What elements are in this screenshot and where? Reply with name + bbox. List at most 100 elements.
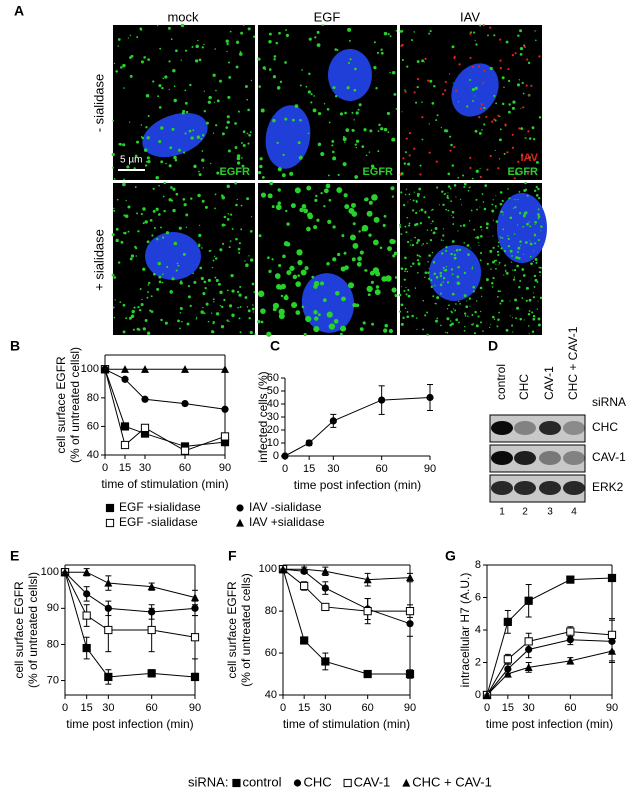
signal-dot <box>139 27 143 30</box>
signal-dot <box>522 106 525 109</box>
signal-dot <box>407 162 411 166</box>
signal-dot <box>213 101 216 103</box>
signal-dot <box>207 278 211 282</box>
signal-dot <box>353 88 357 92</box>
signal-dot <box>132 328 136 331</box>
signal-dot <box>495 195 497 197</box>
signal-dot <box>479 225 483 229</box>
signal-dot <box>200 311 203 314</box>
signal-dot <box>510 261 513 263</box>
signal-dot <box>399 223 401 226</box>
signal-dot <box>198 244 201 248</box>
signal-dot <box>491 209 495 213</box>
signal-dot <box>362 321 366 325</box>
signal-dot <box>331 139 335 143</box>
signal-dot <box>404 307 407 309</box>
signal-dot <box>185 226 188 228</box>
x-axis-label: time of stimulation (min) <box>283 717 410 731</box>
signal-dot <box>253 35 256 38</box>
signal-dot <box>289 171 294 176</box>
signal-dot <box>487 34 489 37</box>
signal-dot <box>525 84 528 87</box>
signal-dot <box>289 265 295 271</box>
signal-dot <box>415 200 418 203</box>
y-tick-label: 0 <box>475 689 481 701</box>
signal-dot <box>327 219 332 224</box>
signal-dot <box>246 197 250 201</box>
signal-dot <box>495 263 497 265</box>
signal-dot <box>452 82 454 84</box>
signal-dot <box>342 162 347 167</box>
marker <box>321 657 330 666</box>
signal-dot <box>463 271 467 275</box>
signal-dot <box>228 320 230 323</box>
signal-dot <box>463 242 466 244</box>
signal-dot <box>246 132 249 135</box>
y-axis-label: cell surface EGFR <box>225 581 239 679</box>
signal-dot <box>497 245 499 247</box>
signal-dot <box>333 319 339 324</box>
signal-dot <box>405 137 408 140</box>
legend-label: CAV-1 <box>354 774 391 789</box>
signal-dot <box>503 86 505 88</box>
signal-dot <box>420 208 424 212</box>
signal-dot <box>436 186 439 189</box>
signal-dot <box>455 248 459 252</box>
signal-dot <box>479 251 483 255</box>
signal-dot <box>226 319 229 322</box>
signal-dot <box>117 45 119 47</box>
signal-dot <box>344 111 347 115</box>
x-tick-label: 60 <box>376 463 388 475</box>
signal-dot <box>388 328 394 334</box>
signal-dot <box>332 225 336 229</box>
signal-dot <box>404 225 407 228</box>
signal-dot <box>522 225 525 228</box>
nucleus <box>328 49 372 101</box>
signal-dot <box>413 147 416 150</box>
signal-dot <box>489 154 492 158</box>
signal-dot <box>363 128 367 132</box>
signal-dot <box>408 222 411 225</box>
band <box>491 481 513 495</box>
signal-dot <box>268 269 272 274</box>
signal-dot <box>223 298 226 302</box>
band-label: ERK2 <box>592 480 624 494</box>
nucleus <box>265 105 311 169</box>
signal-dot <box>371 194 378 201</box>
signal-dot <box>434 226 438 230</box>
signal-dot <box>501 76 505 80</box>
x-tick-label: 30 <box>319 702 331 714</box>
signal-dot <box>242 143 246 148</box>
signal-dot <box>473 332 477 335</box>
signal-dot <box>417 263 421 266</box>
signal-dot <box>380 48 383 51</box>
signal-dot <box>151 234 154 237</box>
signal-dot <box>301 204 307 209</box>
signal-dot <box>240 228 243 231</box>
signal-dot <box>213 255 216 257</box>
signal-dot <box>421 101 423 103</box>
series-line <box>104 368 226 410</box>
signal-dot <box>203 280 207 284</box>
lane-title: siRNA <box>592 395 626 409</box>
signal-dot <box>260 108 265 113</box>
signal-dot <box>143 148 148 152</box>
signal-dot <box>493 94 496 97</box>
signal-dot <box>522 214 526 218</box>
signal-dot <box>139 288 142 290</box>
y-tick-label: 60 <box>265 647 277 659</box>
signal-dot <box>485 115 488 118</box>
signal-dot <box>472 285 476 289</box>
signal-dot <box>229 240 232 242</box>
marker <box>190 633 200 642</box>
signal-dot <box>469 32 472 35</box>
signal-dot <box>399 226 402 228</box>
nucleus <box>497 193 547 263</box>
legend-label: CHC + CAV-1 <box>412 774 492 789</box>
signal-dot <box>533 274 537 278</box>
signal-dot <box>515 171 519 175</box>
marker <box>483 690 491 699</box>
signal-dot <box>328 198 332 202</box>
signal-dot <box>314 36 317 39</box>
signal-dot <box>438 204 440 206</box>
